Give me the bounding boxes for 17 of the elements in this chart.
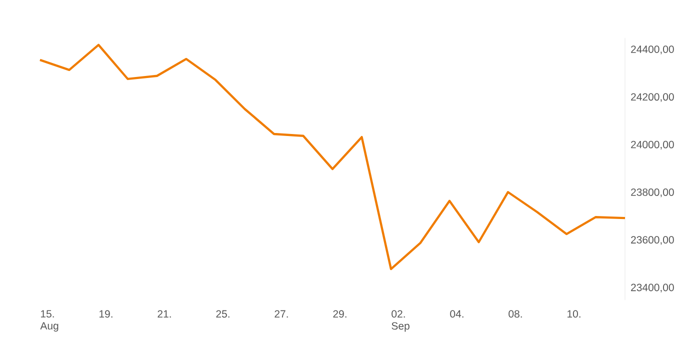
y-tick-label: 24000,00 — [631, 140, 674, 150]
x-tick-label: 27. — [274, 310, 288, 318]
x-tick-label: 15. Aug — [40, 310, 58, 332]
y-tick-label: 23400,00 — [631, 284, 674, 292]
x-tick-label: 10. — [568, 310, 580, 318]
x-tick-label: 21. — [158, 310, 171, 318]
x-tick-label: 19. — [100, 310, 112, 318]
y-tick-label: 24400,00 — [631, 46, 674, 54]
x-tick-label: 25. — [216, 310, 230, 318]
y-tick-label: 23800,00 — [631, 188, 674, 198]
x-tick-label: 02. Sep — [392, 310, 410, 332]
y-tick-label: 23600,00 — [631, 236, 674, 245]
x-tick-label: 08. — [508, 310, 522, 318]
line-series — [38, 44, 626, 270]
x-tick-label: 04. — [450, 310, 464, 318]
x-tick-label: 29. — [333, 310, 346, 318]
y-tick-label: 24200,00 — [631, 93, 674, 102]
